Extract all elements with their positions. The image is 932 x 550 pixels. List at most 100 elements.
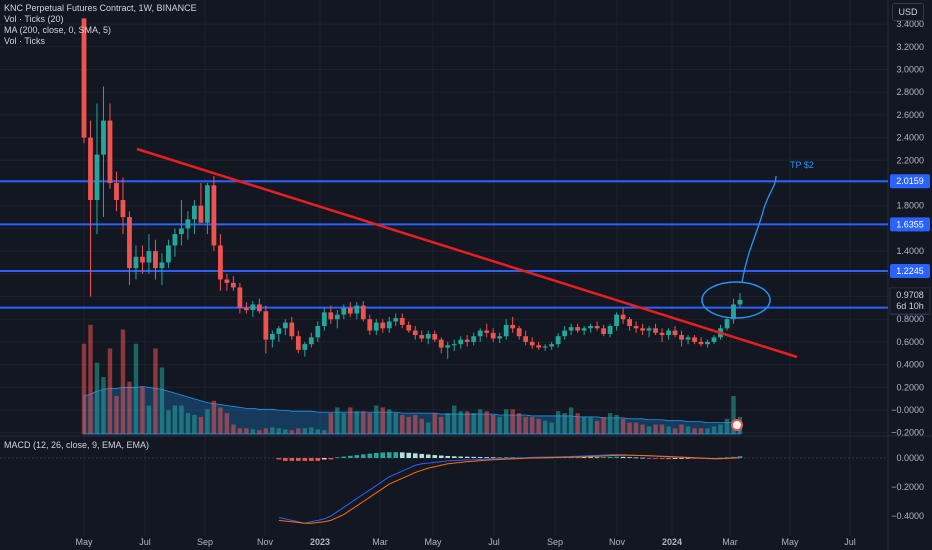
price-tick-label: −0.2000: [891, 428, 924, 438]
price-tick-label: 2.6000: [896, 110, 924, 120]
time-tick-label: May: [424, 537, 442, 547]
candle-body: [503, 324, 509, 337]
volume-bar: [731, 396, 736, 434]
macd-histogram-bar: [283, 458, 288, 461]
volume-bar: [575, 413, 580, 434]
candle-body: [367, 319, 373, 331]
macd-histogram-bar: [360, 454, 366, 458]
macd-histogram-bar: [659, 458, 665, 459]
volume-bar: [114, 396, 119, 434]
macd-histogram-bar: [581, 456, 587, 458]
candle-body: [419, 335, 425, 339]
volume-bar: [400, 415, 405, 434]
volume-bar: [237, 428, 243, 434]
volume-bar: [458, 411, 463, 434]
macd-histogram-bar: [646, 458, 652, 459]
horizontal-levels[interactable]: [0, 180, 888, 309]
trendline: [136, 147, 798, 359]
time-tick-label: Jul: [844, 537, 856, 547]
macd-histogram-bar: [289, 458, 295, 461]
candle-body: [471, 336, 477, 342]
price-tick-label: 3.2000: [896, 42, 924, 52]
macd-histogram-bar: [633, 457, 639, 459]
volume-indicator-label-2[interactable]: Vol · Ticks: [4, 36, 46, 46]
macd-histogram-bar: [335, 457, 340, 459]
candle-body: [477, 330, 483, 337]
volume-bar: [439, 416, 444, 434]
macd-histogram-bar: [322, 458, 327, 460]
time-axis[interactable]: May Jul Sep Nov 2023 Mar May Jul Sep Nov 2024 Mar Ma…: [75, 537, 855, 547]
candle-body: [127, 217, 132, 269]
volume-bar: [614, 415, 619, 434]
macd-histogram-bar: [471, 456, 477, 458]
candle-body: [373, 322, 379, 331]
candle-body: [568, 327, 574, 331]
price-tick-label: 3.0000: [896, 65, 924, 75]
time-tick-label: 2024: [662, 537, 682, 547]
macd-histogram-bar: [464, 456, 470, 458]
symbol-label[interactable]: KNC Perpetual Futures Contract, 1W, BINA…: [4, 3, 197, 13]
candle-body: [464, 339, 470, 342]
candle-body: [81, 18, 87, 138]
candle-body: [334, 314, 340, 320]
macd-histogram-bar: [419, 453, 425, 458]
candle-body: [107, 120, 113, 183]
candle-body: [101, 120, 106, 155]
volume-bar: [393, 413, 398, 434]
volume-bar: [419, 418, 424, 434]
volume-bar: [471, 413, 476, 434]
event-marker-icon: [731, 419, 743, 431]
macd-histogram-bar: [425, 454, 431, 458]
candle-body: [412, 330, 418, 336]
candle-body: [666, 330, 671, 336]
macd-histogram-bar: [438, 455, 444, 458]
volume-bar: [231, 424, 236, 434]
currency-button[interactable]: USD: [892, 3, 924, 21]
volume-indicator-label[interactable]: Vol · Ticks (20): [4, 14, 64, 24]
price-tick-label: 1.4000: [896, 246, 924, 256]
candle-body: [529, 341, 535, 346]
macd-legend[interactable]: MACD (12, 26, close, 9, EMA, EMA): [4, 440, 150, 450]
candle-body: [724, 319, 730, 329]
candle-body: [328, 312, 334, 320]
price-axis[interactable]: 3.4000 3.2000 3.0000 2.8000 2.6000 2.4000 2.20…: [889, 19, 931, 521]
time-tick-label: Jul: [488, 537, 500, 547]
highlight-circle: [701, 281, 771, 319]
macd-histogram-bar: [296, 458, 301, 461]
volume-bar: [705, 428, 710, 434]
candle-body: [653, 328, 658, 333]
volume-bar: [685, 426, 691, 434]
candle-body: [497, 336, 503, 339]
candle-body: [308, 337, 314, 345]
drawings[interactable]: TP $2: [136, 147, 814, 431]
volume-bar: [380, 407, 385, 434]
volume-bar: [477, 409, 483, 434]
price-tick-label: 2.4000: [896, 133, 924, 143]
candles: [81, 18, 743, 359]
candle-body: [243, 307, 249, 311]
candle-body: [211, 185, 217, 246]
candle-body: [627, 319, 632, 327]
macd-histogram-bar: [399, 452, 405, 458]
volume-bar: [250, 429, 256, 434]
candle-body: [302, 344, 308, 350]
macd-histogram-bar: [445, 455, 451, 458]
candle-body: [159, 262, 165, 269]
time-tick-label: 2023: [310, 537, 330, 547]
ma-indicator-label[interactable]: MA (200, close, 0, SMA, 5): [4, 25, 112, 35]
volume-bar: [549, 422, 554, 434]
price-tick-label: 2.2000: [896, 155, 924, 165]
time-tick-label: May: [75, 537, 93, 547]
macd-histogram-bar: [737, 456, 743, 458]
price-tick-label: 2.8000: [896, 87, 924, 97]
time-tick-label: Nov: [257, 537, 274, 547]
volume-bar: [562, 413, 567, 434]
candle-body: [659, 332, 665, 336]
candle-body: [347, 307, 353, 314]
volume-bar: [490, 415, 496, 434]
chart-legend: KNC Perpetual Futures Contract, 1W, BINA…: [4, 3, 197, 47]
candle-body: [737, 299, 743, 305]
candle-body: [581, 328, 587, 331]
candle-body: [705, 341, 710, 345]
